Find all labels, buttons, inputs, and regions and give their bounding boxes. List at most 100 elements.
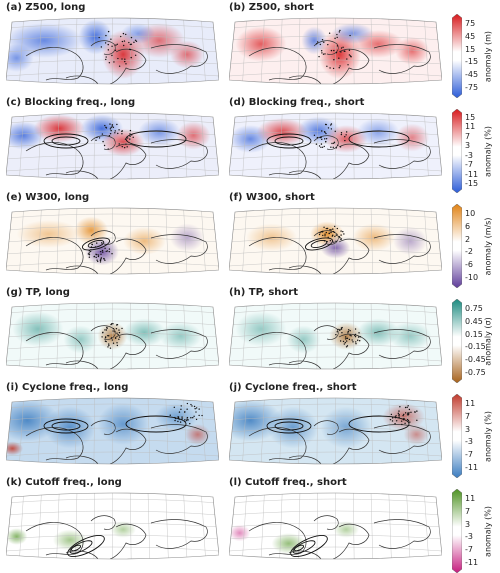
significance-dot bbox=[95, 140, 96, 141]
significance-dot bbox=[108, 31, 109, 32]
significance-dot bbox=[324, 240, 325, 241]
significance-dot bbox=[358, 332, 359, 333]
significance-dot bbox=[344, 140, 345, 141]
significance-dot bbox=[334, 236, 335, 237]
significance-dot bbox=[114, 132, 115, 133]
significance-dot bbox=[405, 412, 406, 413]
significance-dot bbox=[178, 417, 179, 418]
significance-dot bbox=[347, 64, 348, 65]
anomaly-blob bbox=[353, 224, 396, 252]
colorbar-tick: 45 bbox=[465, 32, 475, 41]
colorbar-tick: -2 bbox=[465, 247, 473, 256]
significance-dot bbox=[119, 336, 120, 337]
significance-dot bbox=[337, 144, 338, 145]
significance-dot bbox=[332, 228, 333, 229]
anomaly-blob bbox=[331, 23, 374, 44]
significance-dot bbox=[408, 412, 409, 413]
significance-dot bbox=[319, 234, 320, 235]
significance-dot bbox=[409, 409, 410, 410]
significance-dot bbox=[125, 143, 126, 144]
significance-dot bbox=[118, 329, 119, 330]
significance-dot bbox=[339, 67, 340, 68]
significance-dot bbox=[392, 420, 393, 421]
significance-dot bbox=[102, 250, 103, 251]
significance-dot bbox=[317, 137, 318, 138]
colorbar-tick: 3 bbox=[465, 520, 470, 529]
significance-dot bbox=[339, 30, 340, 31]
significance-dot bbox=[335, 131, 336, 132]
significance-dot bbox=[129, 138, 130, 139]
significance-dot bbox=[122, 41, 123, 42]
significance-dot bbox=[124, 147, 125, 148]
significance-dot bbox=[324, 53, 325, 54]
significance-dot bbox=[340, 146, 341, 147]
colorbar-tick: 10 bbox=[465, 209, 475, 218]
significance-dot bbox=[347, 338, 348, 339]
anomaly-blob bbox=[98, 403, 149, 445]
significance-dot bbox=[347, 332, 348, 333]
significance-dot bbox=[109, 123, 110, 124]
colorbar-tick: -11 bbox=[465, 170, 478, 179]
significance-dot bbox=[325, 133, 326, 134]
significance-dot bbox=[319, 232, 320, 233]
significance-dot bbox=[324, 138, 325, 139]
significance-dot bbox=[348, 329, 349, 330]
colorbar-tick: -3 bbox=[465, 151, 473, 160]
colorbar-tick: 0.75 bbox=[465, 304, 483, 313]
colorbar-label: anomaly (%) bbox=[484, 112, 493, 192]
significance-dot bbox=[323, 54, 324, 55]
map-panel bbox=[6, 206, 219, 276]
significance-dot bbox=[110, 127, 111, 128]
significance-dot bbox=[321, 50, 322, 51]
significance-dot bbox=[402, 415, 403, 416]
significance-dot bbox=[340, 51, 341, 52]
significance-dot bbox=[318, 56, 319, 57]
significance-dot bbox=[337, 331, 338, 332]
significance-dot bbox=[409, 421, 410, 422]
colorbar-tick: -7 bbox=[465, 450, 473, 459]
significance-dot bbox=[136, 41, 137, 42]
significance-dot bbox=[345, 134, 346, 135]
significance-dot bbox=[116, 332, 117, 333]
map-panel bbox=[6, 111, 219, 181]
significance-dot bbox=[131, 44, 132, 45]
significance-dot bbox=[341, 328, 342, 329]
significance-dot bbox=[322, 231, 323, 232]
significance-dot bbox=[407, 419, 408, 420]
significance-dot bbox=[184, 421, 185, 422]
map-panel bbox=[6, 491, 219, 561]
map-panel bbox=[229, 206, 442, 276]
significance-dot bbox=[117, 133, 118, 134]
colorbar-tick: 7 bbox=[465, 507, 470, 516]
significance-dot bbox=[342, 231, 343, 232]
significance-dot bbox=[345, 342, 346, 343]
significance-dot bbox=[109, 251, 110, 252]
significance-dot bbox=[101, 257, 102, 258]
anomaly-blob bbox=[121, 23, 155, 44]
significance-dot bbox=[324, 235, 325, 236]
significance-dot bbox=[108, 148, 109, 149]
significance-dot bbox=[414, 411, 415, 412]
significance-dot bbox=[326, 241, 327, 242]
significance-dot bbox=[349, 339, 350, 340]
significance-dot bbox=[320, 147, 321, 148]
significance-dot bbox=[394, 423, 395, 424]
significance-dot bbox=[335, 334, 336, 335]
significance-dot bbox=[330, 240, 331, 241]
colorbar-tick: 15 bbox=[465, 113, 475, 122]
significance-dot bbox=[96, 259, 97, 260]
significance-dot bbox=[391, 414, 392, 415]
significance-dot bbox=[343, 341, 344, 342]
anomaly-blob bbox=[393, 227, 427, 255]
significance-dot bbox=[109, 135, 110, 136]
significance-dot bbox=[118, 129, 119, 130]
colorbar-tick: 11 bbox=[465, 122, 475, 131]
anomaly-blob bbox=[235, 27, 286, 62]
significance-dot bbox=[187, 417, 188, 418]
significance-dot bbox=[106, 329, 107, 330]
colorbar-tick: -10 bbox=[465, 273, 478, 282]
significance-dot bbox=[110, 324, 111, 325]
significance-dot bbox=[179, 419, 180, 420]
significance-dot bbox=[196, 419, 197, 420]
colorbar-tick: -7 bbox=[465, 545, 473, 554]
